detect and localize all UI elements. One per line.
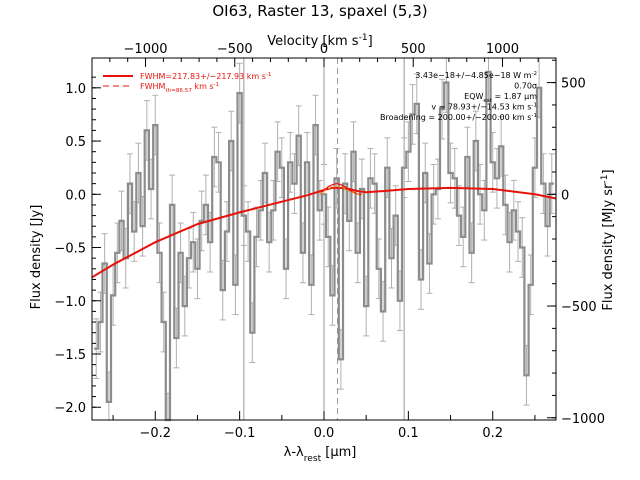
reference-lines xyxy=(243,58,405,420)
y-tick-label: 1.0 xyxy=(65,82,86,97)
fit-annotation: v = 78.93+/−14.53 km s-1 xyxy=(431,103,537,112)
top-tick-label: 500 xyxy=(401,42,426,57)
x-tick-label: −0.1 xyxy=(224,426,256,441)
fit-annotation: 0.70σ xyxy=(514,82,537,91)
total-fit-curve xyxy=(91,186,557,279)
top-tick-label: −1000 xyxy=(124,42,168,57)
right-axis-label: Flux density [MJy sr-1] xyxy=(600,169,616,310)
chart-title: OI63, Raster 13, spaxel (5,3) xyxy=(212,2,427,20)
y-tick-label: 0.0 xyxy=(65,188,86,203)
legend: FWHM=217.83+/−217.93 km s-1FWHMth=86.57 … xyxy=(103,72,272,94)
fit-curves xyxy=(91,182,557,279)
legend-label: FWHM=217.83+/−217.93 km s-1 xyxy=(140,72,272,81)
y-tick-label: −0.5 xyxy=(54,242,86,257)
x-tick-label: 0.1 xyxy=(398,426,419,441)
y-tick-label: −1.0 xyxy=(54,295,86,310)
fit-annotation: EQWest = 1.87 μm xyxy=(464,92,537,104)
right-tick-label: −500 xyxy=(561,300,597,315)
y-axis-label: Flux density [Jy] xyxy=(29,205,44,310)
axis-ticks: −0.2 −0.1 0.0 0.1 0.2 −2.0 −1.5 −1.0 −0.5 0.0 0.5 1… xyxy=(54,42,605,441)
right-tick-label: −1000 xyxy=(561,412,605,427)
y-tick-label: 0.5 xyxy=(65,135,86,150)
right-tick-label: 500 xyxy=(561,77,586,92)
top-tick-label: −500 xyxy=(217,42,253,57)
fit-annotation: Broadening = 200.00+/−200.00 km s-1 xyxy=(380,113,537,122)
legend-label: FWHMth=86.57 km s-1 xyxy=(140,82,220,94)
spectrum-steps xyxy=(94,70,554,422)
x-tick-label: 0.0 xyxy=(314,426,335,441)
line-component-curve xyxy=(319,182,362,195)
right-tick-label: 0 xyxy=(561,188,569,203)
spectrum-step-line xyxy=(94,70,554,422)
fit-annotation: 3.43e−18+/−4.85e−18 W m-2 xyxy=(415,71,537,80)
y-tick-label: −1.5 xyxy=(54,348,86,363)
top-axis-label: Velocity [km s-1] xyxy=(267,33,372,49)
x-tick-label: 0.2 xyxy=(482,426,503,441)
top-tick-label: 1000 xyxy=(486,42,519,57)
x-tick-label: −0.2 xyxy=(139,426,171,441)
x-axis-label: λ-λrest [μm] xyxy=(284,445,357,464)
top-tick-label: 0 xyxy=(320,42,328,57)
y-tick-label: −2.0 xyxy=(54,401,86,416)
